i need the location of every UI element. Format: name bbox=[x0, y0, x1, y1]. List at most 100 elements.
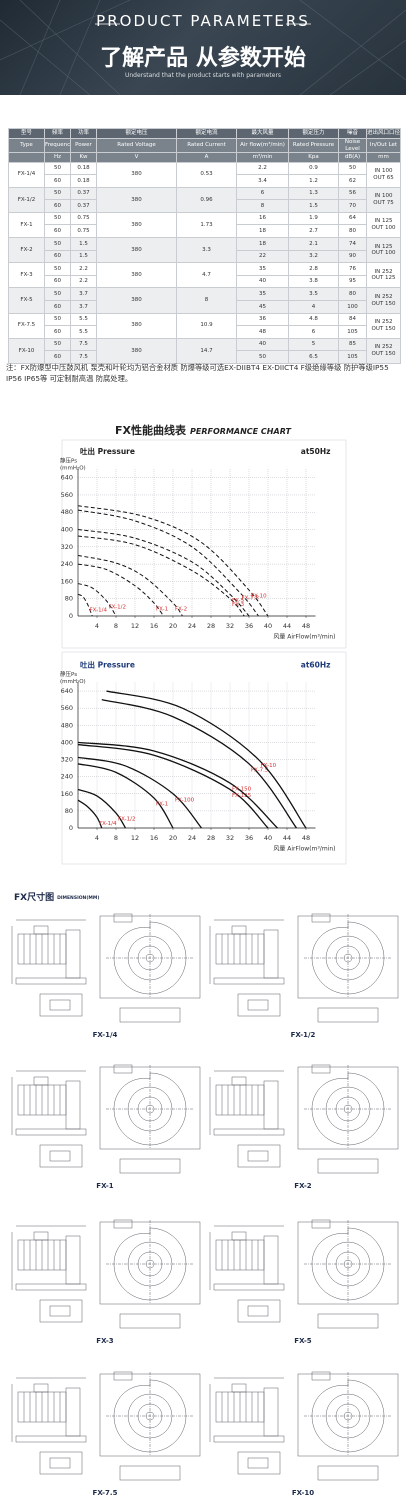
drawing-label: FX-10 bbox=[292, 1489, 314, 1497]
current-cell: 0.96 bbox=[176, 186, 237, 213]
section-title-en: PERFORMANCE CHART bbox=[190, 427, 291, 436]
y-tick-label: 400 bbox=[61, 526, 73, 534]
table-row: 60 0.18 3.4 1.2 62 bbox=[9, 174, 401, 188]
chart-subtitle: 吐出 Pressure bbox=[80, 660, 135, 670]
terminal-box bbox=[33, 925, 49, 935]
frequency-cell: 50 bbox=[44, 186, 71, 201]
y-axis-unit: (mmH₂O) bbox=[60, 466, 86, 472]
base-front bbox=[119, 1465, 181, 1481]
frequency-cell: 60 bbox=[44, 350, 71, 364]
voltage-cell: 380 bbox=[96, 237, 177, 264]
chart-subtitle: 吐出 Pressure bbox=[80, 446, 135, 456]
y-axis-label: 静压Ps bbox=[60, 670, 77, 678]
pump-casing-side bbox=[263, 1235, 279, 1285]
inout-cell: IN 252 OUT 125 bbox=[366, 262, 401, 289]
current-cell: 0.53 bbox=[176, 161, 237, 188]
dimension-title: FX尺寸图 DIMENSION(MM) bbox=[14, 891, 99, 903]
power-cell: 7.5 bbox=[70, 350, 97, 364]
performance-curve bbox=[106, 690, 307, 829]
frequency-cell: 60 bbox=[44, 300, 71, 314]
x-tick-label: 4 bbox=[95, 834, 99, 842]
x-tick-label: 28 bbox=[207, 622, 215, 630]
pump-casing-side bbox=[65, 929, 81, 979]
volute bbox=[113, 1072, 187, 1146]
x-tick-label: 16 bbox=[150, 622, 158, 630]
table-row: FX-10 50 7.5 380 14.7 40 5 85 IN 252 OUT 150 bbox=[8, 337, 401, 365]
side-base bbox=[15, 1283, 87, 1291]
header-cell: Noise Level bbox=[338, 138, 367, 153]
y-tick-label: 80 bbox=[65, 807, 73, 815]
table-row: FX-1/4 50 0.18 380 0.53 2.2 0.9 50 IN 100 OUT 65 bbox=[8, 161, 401, 188]
base-front bbox=[317, 1465, 379, 1481]
x-axis-label: 风量 AirFlow(m³/min) bbox=[273, 846, 335, 853]
performance-curve bbox=[77, 554, 183, 617]
x-tick-label: 44 bbox=[283, 622, 291, 630]
pressure-cell: 6.5 bbox=[288, 350, 339, 364]
drawing-label: FX-1 bbox=[96, 1182, 114, 1190]
x-tick-label: 16 bbox=[150, 834, 158, 842]
current-cell: 14.7 bbox=[176, 337, 237, 365]
volute bbox=[311, 1072, 385, 1146]
performance-curve bbox=[77, 741, 278, 829]
frequency-cell: 60 bbox=[44, 199, 71, 213]
x-tick-label: 28 bbox=[207, 834, 215, 842]
noise-cell: 95 bbox=[338, 274, 367, 289]
inout-cell: IN 100 OUT 65 bbox=[366, 161, 401, 188]
voltage-cell: 380 bbox=[96, 287, 177, 314]
pump-casing-side bbox=[65, 1080, 81, 1130]
airflow-cell: 50 bbox=[236, 350, 289, 364]
outlet: OUT 125 bbox=[371, 275, 396, 282]
curve-label: FX-7.5 bbox=[251, 767, 269, 773]
outlet: OUT 75 bbox=[373, 199, 394, 206]
inlet: IN 100 bbox=[374, 168, 393, 175]
base-plan bbox=[39, 993, 83, 1017]
dimension-drawing bbox=[209, 1371, 399, 1481]
flange-plan bbox=[247, 1305, 269, 1317]
drawing-label: FX-5 bbox=[294, 1337, 312, 1345]
y-tick-label: 320 bbox=[61, 543, 73, 551]
base-front bbox=[317, 1158, 379, 1174]
flange-plan bbox=[49, 1150, 71, 1162]
base-front bbox=[119, 1158, 181, 1174]
outlet-flange bbox=[113, 1064, 133, 1074]
side-base bbox=[213, 977, 285, 985]
table-row: 60 3.7 45 4 100 bbox=[9, 300, 401, 314]
power-cell: 1.5 bbox=[70, 249, 97, 264]
inout-cell: IN 252 OUT 150 bbox=[366, 337, 401, 365]
base-plan bbox=[237, 1451, 281, 1475]
inout-cell: IN 100 OUT 75 bbox=[366, 186, 401, 213]
flange-plan bbox=[49, 1305, 71, 1317]
base-plan bbox=[39, 1144, 83, 1168]
volute bbox=[311, 1379, 385, 1453]
outlet: OUT 150 bbox=[371, 300, 396, 307]
curve-label: FX-10 bbox=[251, 594, 267, 600]
header-cell: Rated Voltage bbox=[96, 138, 177, 153]
base-front bbox=[317, 1313, 379, 1329]
side-base bbox=[15, 1435, 87, 1443]
volute bbox=[113, 921, 187, 995]
banner-heading: 了解产品 从参数开始 bbox=[100, 46, 306, 71]
voltage-cell: 380 bbox=[96, 211, 177, 239]
current-cell: 10.9 bbox=[176, 312, 237, 339]
curve-label: FX-1/2 bbox=[109, 604, 127, 610]
header-cell: Air flow(m³/min) bbox=[236, 138, 289, 153]
volute bbox=[113, 1379, 187, 1453]
table-row: FX-2 50 1.5 380 3.3 18 2.1 74 IN 125 OUT 100 bbox=[8, 237, 401, 264]
pump-casing-side bbox=[263, 1387, 279, 1437]
y-axis-label: 静压Ps bbox=[60, 457, 77, 465]
performance-curve bbox=[77, 763, 174, 829]
x-tick-label: 36 bbox=[245, 622, 253, 630]
x-tick-label: 24 bbox=[188, 622, 196, 630]
curve-label: FX-1 bbox=[156, 607, 168, 613]
performance-curve bbox=[77, 509, 259, 617]
outlet: OUT 150 bbox=[371, 325, 396, 332]
voltage-cell: 380 bbox=[96, 337, 177, 365]
base-plan bbox=[39, 1451, 83, 1475]
terminal-box bbox=[33, 1231, 49, 1241]
terminal-box bbox=[231, 925, 247, 935]
header-banner: PRODUCT PARAMETERS 了解产品 从参数开始 Understand… bbox=[0, 0, 406, 95]
banner-subtitle: Understand that the product starts with … bbox=[124, 72, 282, 79]
y-tick-label: 240 bbox=[61, 773, 73, 781]
curve-label: FX-150 bbox=[232, 787, 252, 793]
